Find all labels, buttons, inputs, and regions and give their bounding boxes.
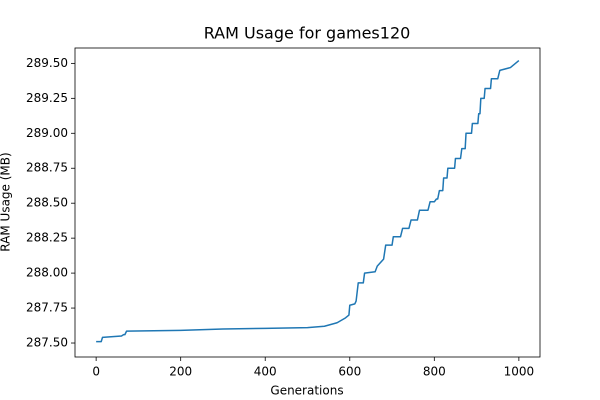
y-tick-label: 287.50 — [26, 336, 68, 350]
x-tick-label: 800 — [423, 365, 446, 379]
line — [96, 60, 520, 343]
plot-frame — [74, 47, 541, 358]
y-tick-label: 289.00 — [26, 126, 68, 140]
x-tick-label: 600 — [338, 365, 361, 379]
y-tick-label: 288.25 — [26, 231, 68, 245]
y-tick-label: 289.50 — [26, 56, 68, 70]
x-tick-label: 1000 — [504, 365, 535, 379]
chart-title: RAM Usage for games120 — [204, 24, 411, 43]
y-tick-label: 287.75 — [26, 301, 68, 315]
x-tick-label: 0 — [92, 365, 100, 379]
y-axis-label: RAM Usage (MB) — [0, 152, 13, 251]
x-tick-label: 400 — [254, 365, 277, 379]
x-tick-label: 200 — [169, 365, 192, 379]
y-tick-label: 288.75 — [26, 161, 68, 175]
x-axis-label: Generations — [270, 384, 343, 398]
y-tick-label: 288.50 — [26, 196, 68, 210]
y-tick-label: 289.25 — [26, 91, 68, 105]
y-tick-label: 288.00 — [26, 266, 68, 280]
